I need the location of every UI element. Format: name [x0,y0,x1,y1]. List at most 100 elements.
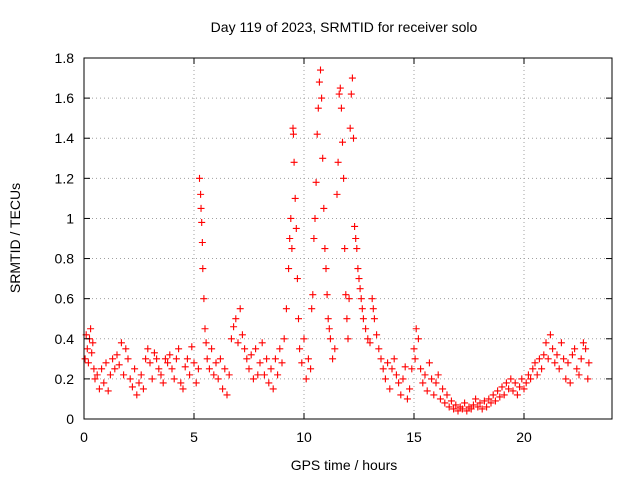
data-point [549,345,557,353]
data-point [339,138,346,146]
data-point [148,375,156,383]
data-point [368,295,376,303]
data-point [483,403,491,411]
data-point [329,355,337,363]
chart-title: Day 119 of 2023, SRMTID for receiver sol… [211,19,478,35]
data-point [314,104,322,112]
data-point [323,291,331,299]
data-point [428,375,436,383]
data-point [386,385,394,393]
data-point [348,74,356,82]
data-point [313,130,321,138]
data-point [577,355,585,363]
data-point [410,345,418,353]
data-point [538,365,546,373]
data-point [542,339,550,347]
data-point [296,345,304,353]
data-point [377,355,385,363]
data-point [344,335,352,343]
x-tick-label: 15 [406,429,422,445]
data-point [190,359,198,367]
data-point [221,365,229,373]
data-point [334,158,342,166]
data-point [179,385,187,393]
data-point [117,339,125,347]
data-point [172,355,180,363]
data-point [476,399,484,407]
data-point [276,345,284,353]
y-tick-label: 1.8 [55,50,75,66]
data-point [146,359,154,367]
data-point [337,104,345,112]
data-point [219,385,227,393]
data-point [188,343,196,351]
data-point [546,331,554,339]
data-point [302,375,310,383]
data-point [232,315,240,323]
data-point [175,345,183,353]
data-point [161,355,169,363]
data-point [395,379,403,387]
data-point [289,124,297,132]
data-point [317,66,324,74]
data-point [362,325,370,333]
data-point [197,190,205,198]
x-tick-label: 5 [190,429,198,445]
data-point [533,371,541,379]
data-point [88,349,96,357]
data-point [359,315,367,323]
data-point [205,365,213,373]
data-points-layer [81,66,593,415]
data-point [520,385,528,393]
data-point [238,331,246,339]
data-point [540,351,548,359]
data-point [553,351,561,359]
data-point [183,355,191,363]
data-point [507,375,515,383]
data-point [312,178,320,186]
data-point [381,375,389,383]
data-point [491,397,499,405]
data-point [310,235,318,242]
data-point [225,371,233,379]
data-point [155,365,163,373]
data-point [102,359,110,367]
data-point [265,379,273,387]
data-point [432,379,440,387]
data-point [458,405,466,413]
y-tick-label: 1.6 [55,90,75,106]
data-point [373,331,381,339]
data-point [159,379,167,387]
data-point [109,355,117,363]
data-point [192,379,200,387]
data-point [494,387,502,395]
data-point [164,359,172,367]
data-point [166,351,174,359]
data-point [133,391,141,399]
data-point [562,375,570,383]
data-point [122,345,130,353]
data-point [100,379,108,387]
data-point [399,375,407,383]
data-point [443,391,451,399]
data-point [325,325,333,333]
data-point [423,387,431,395]
data-point [321,245,329,253]
data-point [336,84,344,92]
data-point [469,401,477,409]
data-point [461,399,469,407]
data-point [346,124,354,132]
data-point [356,285,364,293]
data-point [157,371,165,379]
data-point [322,265,330,273]
data-point [177,379,185,387]
data-point [153,355,161,363]
data-point [104,387,112,395]
data-point [560,355,568,363]
data-point [113,351,121,359]
data-point [230,323,238,331]
data-point [564,359,572,367]
data-point [137,371,145,379]
data-point [505,385,513,393]
